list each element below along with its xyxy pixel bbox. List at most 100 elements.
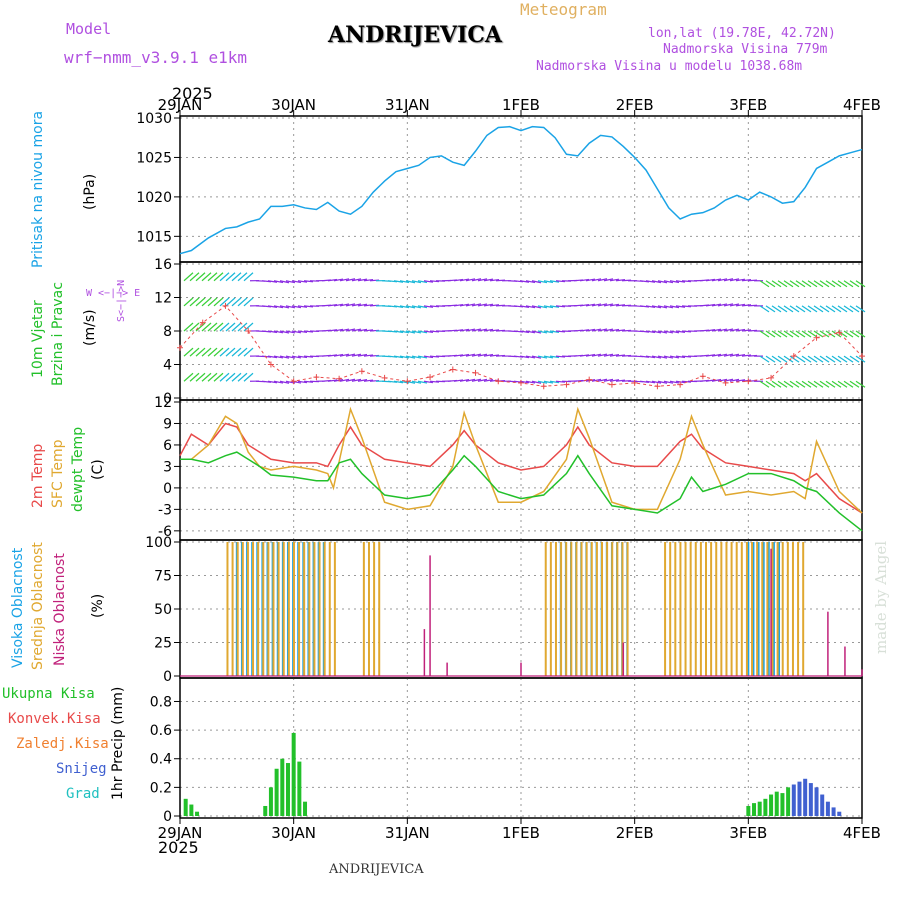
wind-arrow (399, 280, 410, 284)
wind-arrow (183, 297, 194, 307)
wind-arrow (555, 355, 566, 358)
wind-arrow (717, 278, 728, 282)
wind-arrow (669, 330, 680, 334)
gust-mark (745, 378, 752, 385)
gust-mark (313, 374, 320, 381)
gust-mark (199, 319, 206, 326)
wind-arrow (777, 280, 788, 288)
precip-bar (814, 787, 819, 816)
year-top: 2025 (172, 84, 213, 103)
wind-arrow (465, 278, 476, 282)
wind-arrow (489, 379, 500, 382)
x-tick-label-top: 3FEB (729, 96, 767, 114)
wind-arrow (669, 355, 680, 359)
gust-mark (427, 374, 434, 381)
wind-arrow (735, 303, 746, 307)
wind-arrow (279, 355, 290, 359)
wind-arrow (489, 354, 500, 357)
wind-arrow (483, 379, 494, 382)
wind-arrow (609, 353, 620, 357)
wind-arrow (597, 278, 608, 282)
wind-arrow (801, 280, 812, 288)
wind-arrow (465, 328, 476, 332)
wind-arrow (297, 330, 308, 334)
wind-arrow (729, 278, 740, 282)
wind-arrow (825, 355, 836, 363)
pressure-y-tick-label: 1015 (136, 229, 172, 245)
wind-arrow (303, 305, 314, 308)
temperature-y-tick-label: -3 (158, 502, 172, 518)
x-tick-label-bottom: 30JAN (271, 824, 316, 842)
wind-arrow (615, 278, 626, 282)
wind-arrow (765, 280, 776, 288)
wind-arrow (735, 328, 746, 332)
wind-arrow (615, 304, 626, 307)
wind-arrow (519, 280, 530, 283)
wind-arrow (825, 280, 836, 288)
wind-arrow (549, 305, 560, 308)
wind-arrow (183, 372, 194, 382)
wind-arrow (657, 330, 668, 334)
wind-arrow (189, 322, 200, 332)
temperature-y-tick-label: 0 (163, 481, 172, 497)
wind-arrow (771, 355, 782, 363)
precip-bar (831, 807, 836, 816)
wind-arrow (669, 280, 680, 284)
wind-arrow (849, 355, 860, 363)
wind-arrow (231, 322, 242, 332)
wind-arrow (783, 280, 794, 288)
wind-arrow (705, 379, 716, 382)
wind-arrow (351, 303, 362, 307)
wind-arrow (219, 297, 230, 307)
wind-arrow (411, 280, 422, 284)
wind-arrow (243, 272, 254, 282)
wind-arrow (801, 355, 812, 363)
temperature-y-tick-label: 3 (163, 459, 172, 475)
wind-arrow (273, 305, 284, 309)
wind-arrow (225, 272, 236, 282)
wind-arrow (555, 330, 566, 333)
wind-arrow (225, 347, 236, 357)
wind-arrow (345, 353, 356, 357)
wind-arrow (651, 380, 662, 384)
wind-arrow (459, 303, 470, 307)
precip-bar (774, 791, 779, 816)
wind-arrow (351, 278, 362, 282)
wind-arrow (663, 380, 674, 384)
gust-mark (790, 353, 797, 360)
wind-arrow (525, 305, 536, 309)
wind-arrow (219, 372, 230, 382)
wind-arrow (201, 272, 212, 282)
wind-arrow (339, 278, 350, 282)
wind-arrow (603, 278, 614, 282)
wind-arrow (783, 330, 794, 338)
wind-arrow (555, 280, 566, 283)
wind-arrow (591, 353, 602, 357)
gust-mark (768, 374, 775, 381)
gust-mark (404, 378, 411, 385)
wind-arrow (429, 305, 440, 308)
wind-arrow (363, 278, 374, 282)
x-tick-label-top: 2FEB (616, 96, 654, 114)
wind-arrow (645, 330, 656, 334)
wind-arrow (237, 372, 248, 382)
wind-arrow (345, 328, 356, 332)
wind-arrow (405, 305, 416, 309)
gust-mark (245, 328, 252, 334)
wind-arrow (513, 330, 524, 333)
precip-bar (303, 801, 308, 816)
temperature-y-tick-label: 12 (154, 395, 172, 411)
wind-arrow (219, 347, 230, 357)
series-2m-temp (179, 422, 863, 514)
wind-arrow (615, 329, 626, 332)
wind-arrow (711, 378, 722, 382)
precip-bar (757, 801, 762, 816)
wind-arrow (531, 305, 542, 309)
wind-arrow (723, 303, 734, 307)
precip-y-tick-label: 0.4 (150, 752, 172, 768)
wind-arrow (819, 330, 830, 338)
wind-arrow (537, 330, 548, 334)
wind-arrow (453, 379, 464, 382)
clouds-y-tick-label: 50 (154, 602, 172, 618)
